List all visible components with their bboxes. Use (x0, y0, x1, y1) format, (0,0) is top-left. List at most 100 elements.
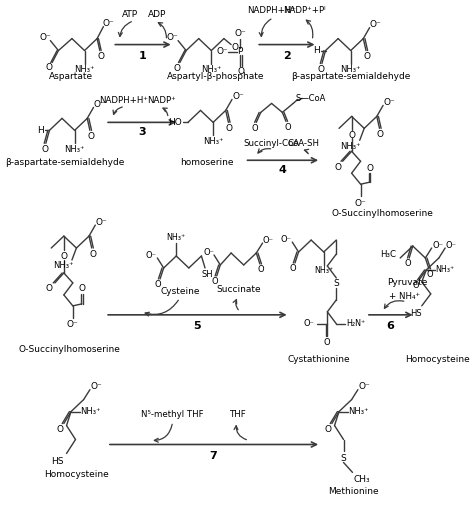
Text: S: S (341, 454, 346, 463)
Text: + NH₄⁺: + NH₄⁺ (389, 293, 420, 301)
Text: O⁻: O⁻ (146, 250, 156, 260)
Text: O⁻: O⁻ (358, 382, 370, 391)
Text: O: O (348, 131, 355, 140)
Text: NH₃⁺: NH₃⁺ (53, 262, 73, 270)
Text: O⁻: O⁻ (369, 20, 381, 29)
Text: Succinyl-CoA: Succinyl-CoA (244, 139, 300, 148)
Text: β-aspartate-semialdehyde: β-aspartate-semialdehyde (5, 158, 124, 167)
Text: O: O (377, 130, 384, 139)
Text: O⁻: O⁻ (94, 100, 106, 109)
Text: O⁻: O⁻ (216, 47, 228, 56)
Text: O: O (155, 281, 162, 289)
Text: homoserine: homoserine (180, 158, 234, 167)
Text: O: O (226, 124, 233, 133)
Text: O: O (284, 123, 291, 132)
Text: O: O (404, 260, 410, 268)
Text: O⁻: O⁻ (263, 235, 273, 245)
Text: NH₃⁺: NH₃⁺ (436, 265, 455, 274)
Text: ATP: ATP (122, 10, 138, 19)
Text: NH₃⁺: NH₃⁺ (203, 137, 223, 146)
Text: O: O (97, 52, 104, 61)
Text: O⁻: O⁻ (40, 33, 52, 42)
Text: O: O (323, 338, 330, 347)
Text: ADP: ADP (148, 10, 166, 19)
Text: O: O (318, 65, 325, 74)
Text: NH₃⁺: NH₃⁺ (81, 407, 101, 416)
Text: Pyruvate: Pyruvate (387, 279, 428, 287)
Text: NADPH+H⁺: NADPH+H⁺ (99, 96, 148, 105)
Text: H₂N⁺: H₂N⁺ (346, 319, 366, 329)
Text: CH₃: CH₃ (353, 475, 370, 484)
Text: Cystathionine: Cystathionine (288, 355, 351, 364)
Text: 3: 3 (138, 127, 146, 138)
Text: P: P (237, 47, 243, 56)
Text: 5: 5 (193, 321, 201, 331)
Text: S―CoA: S―CoA (296, 94, 326, 103)
Text: O⁻: O⁻ (103, 19, 115, 28)
Text: O⁻: O⁻ (446, 241, 457, 250)
Text: O: O (46, 63, 53, 72)
Text: O: O (41, 145, 48, 154)
Text: O: O (87, 132, 94, 141)
Text: NADP⁺: NADP⁺ (147, 96, 176, 105)
Text: NH₃⁺: NH₃⁺ (201, 65, 221, 74)
Text: O⁻: O⁻ (91, 382, 102, 391)
Text: THF: THF (230, 410, 246, 419)
Text: H: H (313, 46, 320, 55)
Text: S: S (333, 280, 339, 288)
Text: Homocysteine: Homocysteine (44, 470, 109, 479)
Text: O⁻: O⁻ (432, 241, 444, 250)
Text: O: O (173, 64, 181, 73)
Text: O⁻: O⁻ (281, 234, 292, 244)
Text: Aspartate: Aspartate (49, 72, 93, 81)
Text: O: O (60, 251, 67, 261)
Text: 4: 4 (278, 165, 286, 175)
Text: NADPH+H⁺: NADPH+H⁺ (247, 6, 296, 15)
Text: O: O (412, 281, 419, 290)
Text: O⁻: O⁻ (304, 319, 315, 329)
Text: 1: 1 (139, 50, 147, 61)
Text: 7: 7 (209, 452, 217, 461)
Text: NADP⁺+Pᴵ: NADP⁺+Pᴵ (283, 6, 326, 15)
Text: O-Succinylhomoserine: O-Succinylhomoserine (331, 209, 433, 218)
Text: H: H (37, 126, 44, 135)
Text: CoA-SH: CoA-SH (287, 139, 319, 148)
Text: O: O (335, 163, 342, 171)
Text: O: O (211, 278, 218, 286)
Text: NH₃⁺: NH₃⁺ (314, 266, 333, 276)
Text: Cysteine: Cysteine (160, 287, 200, 297)
Text: O: O (325, 425, 332, 434)
Text: SH: SH (201, 270, 213, 280)
Text: 6: 6 (386, 321, 394, 331)
Text: O: O (46, 284, 53, 294)
Text: HO: HO (168, 118, 182, 127)
Text: HS: HS (51, 457, 64, 466)
Text: O⁻: O⁻ (355, 199, 366, 208)
Text: NH₃⁺: NH₃⁺ (64, 145, 85, 154)
Text: O⁻: O⁻ (234, 29, 246, 38)
Text: O⁻: O⁻ (383, 98, 395, 107)
Text: O: O (257, 265, 264, 274)
Text: Succinate: Succinate (216, 285, 261, 295)
Text: O⁻: O⁻ (232, 92, 244, 101)
Text: O⁻: O⁻ (167, 33, 179, 42)
Text: Homocysteine: Homocysteine (406, 355, 470, 364)
Text: O: O (366, 164, 373, 173)
Text: O: O (427, 270, 433, 280)
Text: Methionine: Methionine (328, 487, 379, 496)
Text: O⁻: O⁻ (203, 248, 214, 256)
Text: O: O (57, 425, 64, 434)
Text: NH₃⁺: NH₃⁺ (74, 65, 95, 74)
Text: NH₃⁺: NH₃⁺ (340, 142, 361, 151)
Text: NH₃⁺: NH₃⁺ (167, 233, 186, 242)
Text: 2: 2 (283, 50, 291, 61)
Text: HS: HS (410, 310, 421, 318)
Text: O-Succinylhomoserine: O-Succinylhomoserine (18, 345, 120, 354)
Text: O: O (78, 284, 85, 294)
Text: O: O (231, 43, 238, 52)
Text: O: O (251, 124, 258, 133)
Text: O⁻: O⁻ (67, 320, 79, 329)
Text: O: O (89, 249, 96, 259)
Text: O: O (290, 265, 296, 273)
Text: O⁻: O⁻ (96, 218, 108, 227)
